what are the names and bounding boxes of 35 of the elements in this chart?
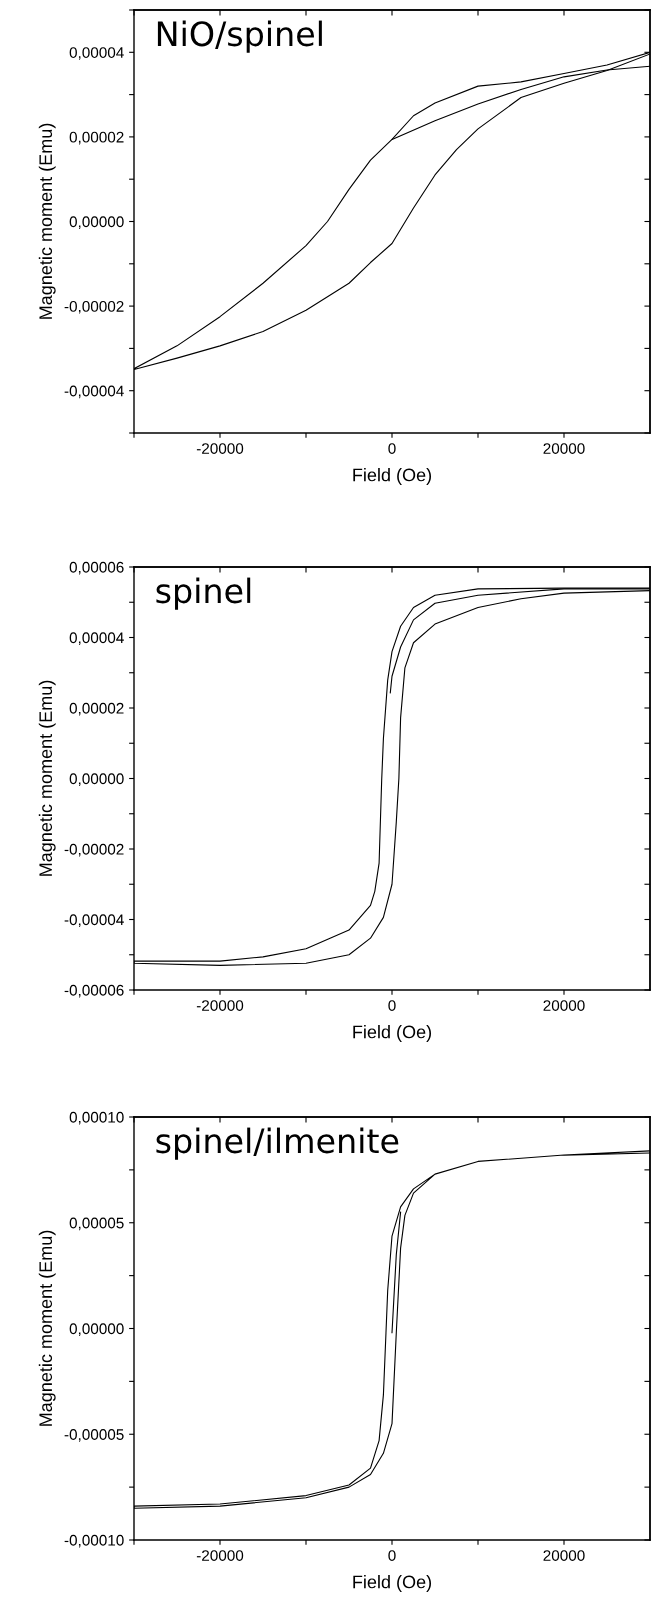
y-tick-label: -0,00004 bbox=[64, 385, 124, 399]
y-axis-title: Magnetic moment (Emu) bbox=[38, 1230, 56, 1426]
x-tick-label: -20000 bbox=[196, 1550, 244, 1561]
y-tick-label: 0,00000 bbox=[69, 1323, 124, 1336]
y-tick-label: -0,00004 bbox=[64, 914, 124, 927]
y-tick-label: -0,00005 bbox=[64, 1429, 124, 1442]
chart-title: NiO/spinel bbox=[157, 20, 322, 53]
y-tick-label: 0,00004 bbox=[69, 47, 124, 60]
x-tick-label: 20000 bbox=[543, 1550, 585, 1561]
y-tick-label: 0,00000 bbox=[69, 773, 124, 786]
y-axis-title: Magnetic moment (Emu) bbox=[38, 680, 56, 876]
y-tick-label: 0,00000 bbox=[69, 216, 124, 229]
y-tick-label: -0,00006 bbox=[64, 984, 124, 998]
chart-title: spinel bbox=[156, 577, 251, 610]
x-axis-title: Field (Oe) bbox=[353, 1025, 432, 1042]
y-tick-label: -0,00002 bbox=[64, 843, 124, 857]
x-axis-title: Field (Oe) bbox=[353, 1575, 432, 1592]
chart-title: spinel/ilmenite bbox=[156, 1127, 399, 1160]
x-tick-label: 0 bbox=[388, 443, 396, 454]
y-tick-label: 0,00002 bbox=[69, 131, 124, 145]
y-tick-label: 0,00004 bbox=[69, 632, 124, 645]
y-tick-label: 0,00002 bbox=[69, 702, 124, 716]
y-tick-label: 0,00006 bbox=[69, 561, 124, 575]
y-axis-title: Magnetic moment (Emu) bbox=[38, 123, 56, 319]
x-tick-label: -20000 bbox=[196, 1000, 244, 1011]
x-axis-title: Field (Oe) bbox=[353, 468, 432, 485]
y-tick-label: 0,00005 bbox=[69, 1217, 124, 1231]
x-tick-label: 20000 bbox=[543, 443, 585, 454]
x-tick-label: 20000 bbox=[543, 1000, 585, 1011]
y-tick-label: 0,00010 bbox=[69, 1111, 124, 1125]
y-tick-label: -0,00010 bbox=[64, 1534, 124, 1548]
x-tick-label: -20000 bbox=[196, 443, 244, 454]
y-tick-label: -0,00002 bbox=[64, 300, 124, 314]
x-tick-label: 0 bbox=[388, 1550, 396, 1561]
x-tick-label: 0 bbox=[388, 1000, 396, 1011]
